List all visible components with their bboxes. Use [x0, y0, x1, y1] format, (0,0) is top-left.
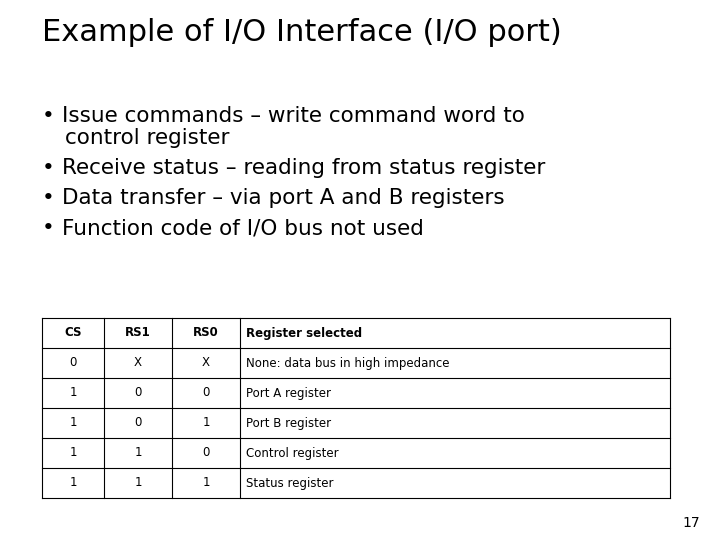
Text: Status register: Status register [246, 476, 333, 489]
Text: CS: CS [64, 327, 82, 340]
Text: 1: 1 [69, 387, 77, 400]
Text: •: • [42, 106, 55, 126]
Text: Issue commands – write command word to: Issue commands – write command word to [62, 106, 525, 126]
Text: 0: 0 [135, 416, 142, 429]
Text: Data transfer – via port A and B registers: Data transfer – via port A and B registe… [62, 188, 505, 208]
Text: Port A register: Port A register [246, 387, 331, 400]
Text: 0: 0 [135, 387, 142, 400]
Text: 0: 0 [202, 447, 210, 460]
Text: Register selected: Register selected [246, 327, 362, 340]
Text: 17: 17 [683, 516, 700, 530]
Text: 0: 0 [69, 356, 77, 369]
Text: 1: 1 [69, 416, 77, 429]
Text: Example of I/O Interface (I/O port): Example of I/O Interface (I/O port) [42, 18, 562, 47]
Text: Control register: Control register [246, 447, 338, 460]
Text: 1: 1 [69, 476, 77, 489]
Text: 1: 1 [134, 447, 142, 460]
Text: RS1: RS1 [125, 327, 151, 340]
Text: X: X [134, 356, 142, 369]
Text: •: • [42, 188, 55, 208]
Text: 1: 1 [134, 476, 142, 489]
Text: 0: 0 [202, 387, 210, 400]
Text: 1: 1 [69, 447, 77, 460]
Text: •: • [42, 158, 55, 178]
Text: 1: 1 [202, 476, 210, 489]
Text: Port B register: Port B register [246, 416, 331, 429]
Text: RS0: RS0 [193, 327, 219, 340]
Text: •: • [42, 218, 55, 238]
Text: Receive status – reading from status register: Receive status – reading from status reg… [62, 158, 545, 178]
Text: Function code of I/O bus not used: Function code of I/O bus not used [62, 218, 424, 238]
Text: control register: control register [65, 128, 230, 148]
Text: X: X [202, 356, 210, 369]
Text: None: data bus in high impedance: None: data bus in high impedance [246, 356, 449, 369]
Text: 1: 1 [202, 416, 210, 429]
